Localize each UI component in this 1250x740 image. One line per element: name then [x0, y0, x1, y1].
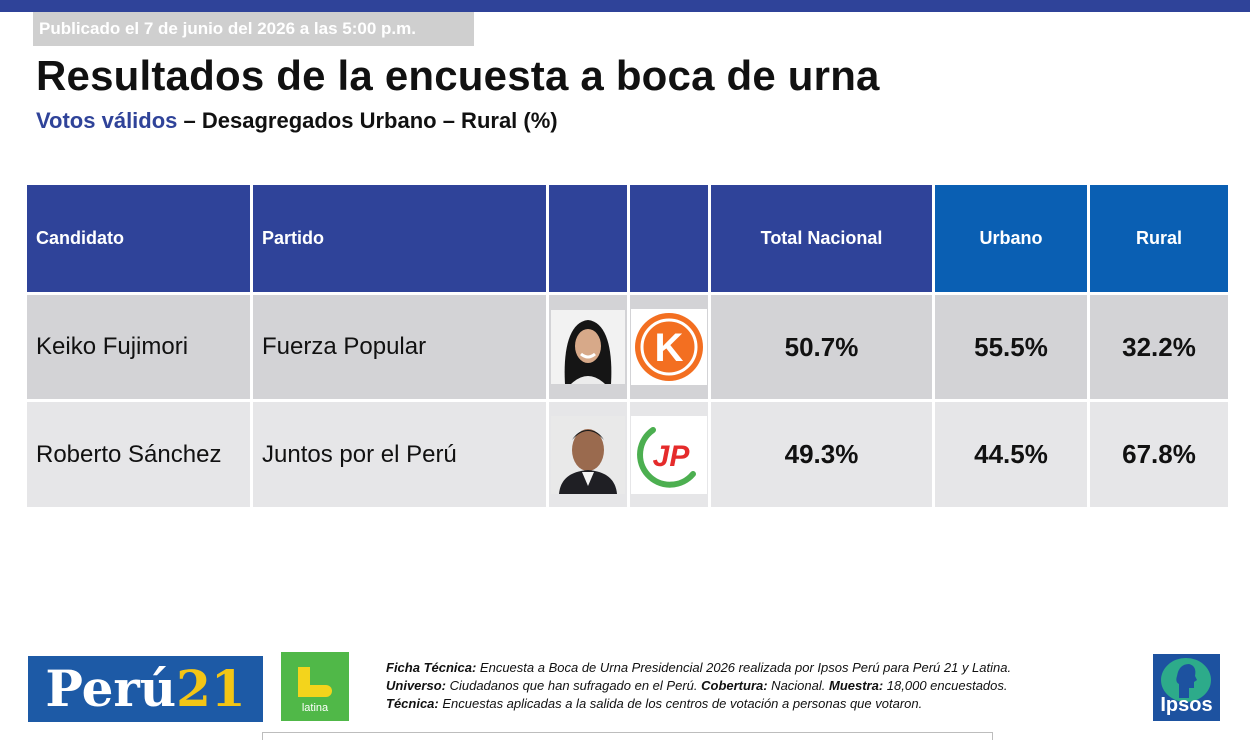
- peru21-logo: Perú21: [28, 656, 263, 722]
- ficha-text: Encuesta a Boca de Urna Presidencial 202…: [476, 660, 1012, 675]
- table-row: Keiko Fujimori Fuerza Popular K: [27, 292, 1228, 399]
- peru21-logo-number: 21: [176, 659, 246, 718]
- tecnica-label: Técnica:: [386, 696, 439, 711]
- ficha-line-3: Técnica: Encuestas aplicadas a la salida…: [386, 695, 1116, 713]
- candidate-photo-icon: [551, 310, 625, 384]
- muestra-label: Muestra:: [828, 678, 884, 693]
- latina-l-icon: [298, 667, 332, 697]
- ficha-line-2: Universo: Ciudadanos que han sufragado e…: [386, 677, 1116, 695]
- ficha-label: Ficha Técnica:: [386, 660, 477, 675]
- rural-value: 32.2%: [1090, 292, 1228, 399]
- table-header-row: Candidato Partido Total Nacional Urbano …: [27, 185, 1228, 292]
- latina-logo: latina: [281, 652, 349, 721]
- ficha-line-1: Ficha Técnica: Encuesta a Boca de Urna P…: [386, 659, 1116, 677]
- party-name: Fuerza Popular: [253, 292, 546, 399]
- bottom-frame: [262, 732, 993, 740]
- urbano-value: 44.5%: [935, 399, 1087, 507]
- cobertura-label: Cobertura:: [701, 678, 768, 693]
- party-logo-juntos-por-el-peru: JP: [630, 399, 708, 507]
- table-row: Roberto Sánchez Juntos por el Perú JP: [27, 399, 1228, 507]
- tecnica-text: Encuestas aplicadas a la salida de los c…: [438, 696, 923, 711]
- candidate-photo-roberto: [549, 399, 627, 507]
- cobertura-text: Nacional.: [767, 678, 829, 693]
- juntos-por-el-peru-logo-icon: JP: [631, 415, 707, 494]
- total-nacional-value: 49.3%: [711, 399, 932, 507]
- peru21-logo-text: Perú: [45, 659, 177, 718]
- column-header-logo: [630, 185, 708, 292]
- page-subtitle: Votos válidos – Desagregados Urbano – Ru…: [36, 108, 558, 134]
- candidate-photo-icon: [551, 415, 625, 494]
- universo-text: Ciudadanos que han sufragado en el Perú.: [445, 678, 702, 693]
- results-table: Candidato Partido Total Nacional Urbano …: [24, 185, 1231, 507]
- column-header-party: Partido: [253, 185, 546, 292]
- candidate-name: Keiko Fujimori: [27, 292, 250, 399]
- total-nacional-value: 50.7%: [711, 292, 932, 399]
- ipsos-head-icon: [1176, 664, 1197, 698]
- subtitle-accent: Votos válidos: [36, 108, 178, 133]
- urbano-value: 55.5%: [935, 292, 1087, 399]
- column-header-total-nacional: Total Nacional: [711, 185, 932, 292]
- candidate-photo-keiko: [549, 292, 627, 399]
- party-logo-letter: JP: [653, 440, 691, 473]
- ipsos-logo-text: Ipsos: [1160, 694, 1213, 716]
- rural-value: 67.8%: [1090, 399, 1228, 507]
- column-header-candidate: Candidato: [27, 185, 250, 292]
- party-logo-fuerza-popular: K: [630, 292, 708, 399]
- ficha-tecnica: Ficha Técnica: Encuesta a Boca de Urna P…: [386, 659, 1116, 713]
- column-header-rural: Rural: [1090, 185, 1228, 292]
- latina-logo-text: latina: [301, 702, 329, 714]
- party-name: Juntos por el Perú: [253, 399, 546, 507]
- ipsos-logo: Ipsos: [1153, 654, 1220, 721]
- page-title: Resultados de la encuesta a boca de urna: [36, 52, 880, 99]
- candidate-name: Roberto Sánchez: [27, 399, 250, 507]
- top-band: [0, 0, 1250, 12]
- column-header-photo: [549, 185, 627, 292]
- muestra-text: 18,000 encuestados.: [883, 678, 1008, 693]
- fuerza-popular-logo-icon: K: [631, 309, 707, 385]
- column-header-urbano: Urbano: [935, 185, 1087, 292]
- subtitle-rest: – Desagregados Urbano – Rural (%): [177, 108, 558, 133]
- published-date-badge: Publicado el 7 de junio del 2026 a las 5…: [33, 12, 474, 46]
- party-logo-letter: K: [655, 326, 684, 370]
- universo-label: Universo:: [386, 678, 446, 693]
